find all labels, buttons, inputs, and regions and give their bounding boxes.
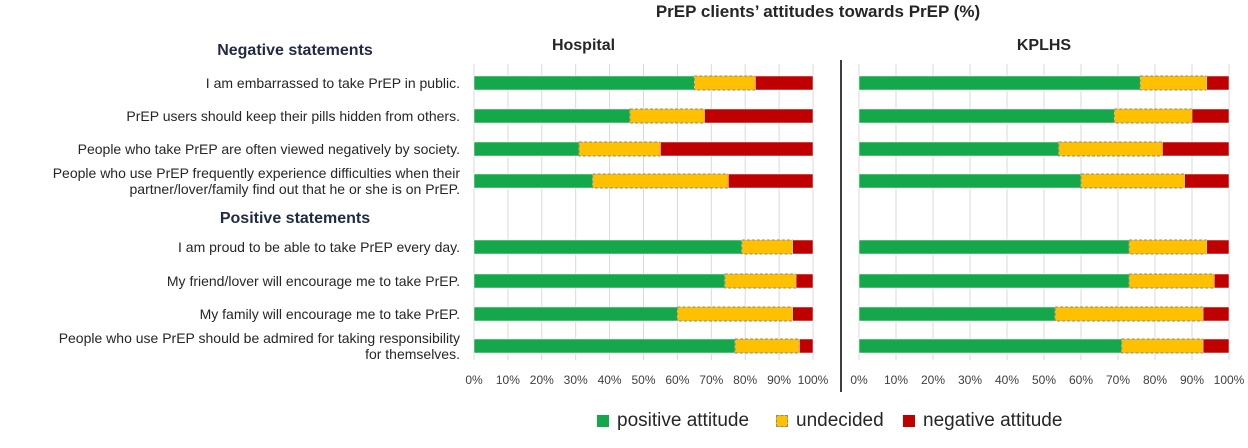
category-label-8-line-1: People who use PrEP should be admired fo… <box>59 330 460 346</box>
category-label-2: PrEP users should keep their pills hidde… <box>126 108 460 124</box>
x-tick-kplhs-0: 0% <box>850 373 868 387</box>
x-tick-kplhs-9: 90% <box>1180 373 1204 387</box>
legend-swatch-undecided <box>776 415 788 427</box>
x-tick-kplhs-3: 30% <box>958 373 982 387</box>
bar-hospital-6-undecided <box>724 273 797 289</box>
category-label-1: I am embarrassed to take PrEP in public. <box>206 75 460 91</box>
bar-hospital-7-positive <box>473 306 678 322</box>
bar-hospital-3-undecided <box>578 141 661 157</box>
bar-kplhs-4-negative <box>1184 173 1230 189</box>
bar-hospital-4-undecided <box>592 173 729 189</box>
bar-kplhs-1-positive <box>858 75 1141 91</box>
bar-kplhs-3-negative <box>1162 141 1230 157</box>
legend-swatch-positive <box>597 415 609 427</box>
x-tick-hospital-1: 10% <box>496 373 520 387</box>
bar-hospital-6-positive <box>473 273 726 289</box>
bar-kplhs-7-undecided <box>1054 306 1204 322</box>
bar-kplhs-2-positive <box>858 108 1115 124</box>
bar-kplhs-8-undecided <box>1121 338 1204 354</box>
x-tick-hospital-4: 40% <box>598 373 622 387</box>
panel-title-hospital: Hospital <box>552 37 615 54</box>
bar-hospital-4-negative <box>728 173 814 189</box>
bar-kplhs-8-negative <box>1202 338 1230 354</box>
bar-hospital-1-undecided <box>693 75 756 91</box>
x-tick-hospital-9: 90% <box>767 373 791 387</box>
x-tick-hospital-5: 50% <box>631 373 655 387</box>
bar-hospital-5-undecided <box>741 239 794 255</box>
bar-kplhs-4-undecided <box>1080 173 1186 189</box>
bar-hospital-2-undecided <box>629 108 706 124</box>
category-label-6: My friend/lover will encourage me to tak… <box>167 273 460 289</box>
bar-kplhs-3-positive <box>858 141 1060 157</box>
x-tick-kplhs-6: 60% <box>1069 373 1093 387</box>
x-tick-hospital-7: 70% <box>699 373 723 387</box>
legend-item-positive: positive attitude <box>597 410 749 432</box>
bar-hospital-5-positive <box>473 239 743 255</box>
legend-swatch-negative <box>903 415 915 427</box>
bar-hospital-8-negative <box>799 338 814 354</box>
x-tick-hospital-0: 0% <box>465 373 483 387</box>
bar-hospital-5-negative <box>792 239 814 255</box>
bar-kplhs-3-undecided <box>1058 141 1163 157</box>
x-tick-hospital-6: 60% <box>665 373 689 387</box>
bar-hospital-4-positive <box>473 173 593 189</box>
bar-kplhs-6-negative <box>1213 273 1230 289</box>
bar-kplhs-1-negative <box>1206 75 1230 91</box>
category-label-3: People who take PrEP are often viewed ne… <box>78 141 460 157</box>
x-tick-kplhs-10: 100% <box>1214 373 1245 387</box>
x-tick-hospital-8: 80% <box>733 373 757 387</box>
bar-hospital-6-negative <box>795 273 814 289</box>
x-tick-hospital-10: 100% <box>798 373 829 387</box>
x-tick-kplhs-1: 10% <box>884 373 908 387</box>
x-tick-kplhs-5: 50% <box>1032 373 1056 387</box>
bar-hospital-7-negative <box>792 306 814 322</box>
bar-hospital-2-negative <box>704 108 814 124</box>
category-label-4-line-2: partner/lover/family find out that he or… <box>130 181 460 197</box>
bar-kplhs-5-negative <box>1206 239 1230 255</box>
x-tick-kplhs-4: 40% <box>995 373 1019 387</box>
bar-kplhs-2-negative <box>1191 108 1230 124</box>
legend-label-negative: negative attitude <box>923 410 1063 431</box>
bar-kplhs-6-undecided <box>1128 273 1215 289</box>
bar-hospital-8-undecided <box>734 338 800 354</box>
bar-hospital-8-positive <box>473 338 736 354</box>
category-label-5: I am proud to be able to take PrEP every… <box>178 239 460 255</box>
bar-kplhs-5-positive <box>858 239 1130 255</box>
category-label-8-line-2: for themselves. <box>365 346 460 362</box>
bar-hospital-3-negative <box>660 141 814 157</box>
legend-item-undecided: undecided <box>776 410 884 432</box>
bar-kplhs-4-positive <box>858 173 1082 189</box>
legend-item-negative: negative attitude <box>903 410 1062 432</box>
bar-kplhs-2-undecided <box>1113 108 1193 124</box>
bar-hospital-3-positive <box>473 141 580 157</box>
x-tick-kplhs-2: 20% <box>921 373 945 387</box>
legend-label-positive: positive attitude <box>617 410 750 431</box>
bar-hospital-7-undecided <box>676 306 794 322</box>
x-tick-kplhs-8: 80% <box>1143 373 1167 387</box>
chart-svg: PrEP clients’ attitudes towards PrEP (%)… <box>53 2 1245 392</box>
bar-kplhs-1-undecided <box>1139 75 1208 91</box>
legend-label-undecided: undecided <box>796 410 884 431</box>
bar-hospital-1-negative <box>755 75 814 91</box>
section-header-negative: Negative statements <box>217 42 373 59</box>
bar-hospital-1-positive <box>473 75 695 91</box>
panel-title-kplhs: KPLHS <box>1017 37 1072 54</box>
category-label-4-line-1: People who use PrEP frequently experienc… <box>53 165 461 181</box>
bar-kplhs-5-undecided <box>1128 239 1208 255</box>
x-tick-kplhs-7: 70% <box>1106 373 1130 387</box>
x-tick-hospital-2: 20% <box>530 373 554 387</box>
x-tick-hospital-3: 30% <box>564 373 588 387</box>
chart-title: PrEP clients’ attitudes towards PrEP (%) <box>656 2 980 21</box>
bar-hospital-2-positive <box>473 108 631 124</box>
bar-kplhs-7-negative <box>1202 306 1230 322</box>
legend: positive attitude undecided negative att… <box>0 410 1248 440</box>
bar-kplhs-7-positive <box>858 306 1056 322</box>
section-header-positive: Positive statements <box>220 210 370 227</box>
bar-kplhs-8-positive <box>858 338 1122 354</box>
category-label-7: My family will encourage me to take PrEP… <box>200 306 460 322</box>
bar-kplhs-6-positive <box>858 273 1130 289</box>
